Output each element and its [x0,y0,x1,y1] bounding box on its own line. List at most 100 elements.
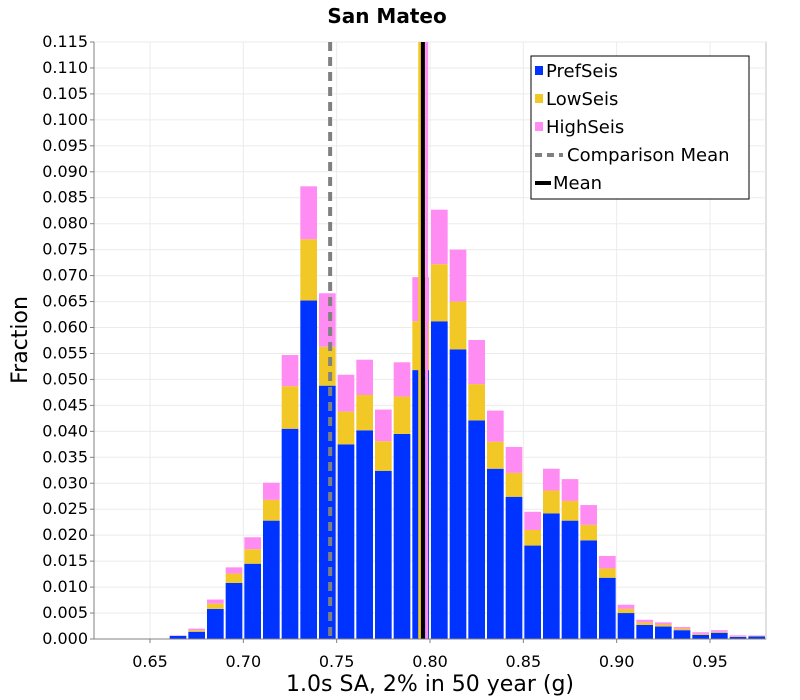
chart-title: San Mateo [327,4,446,28]
legend-label-highseis: HighSeis [546,117,624,138]
legend-label-mean: Mean [553,173,602,194]
bar-lowseis [505,472,523,497]
bar-lowseis [711,631,728,633]
bar-highseis [599,555,616,569]
bar-prefseis [319,385,336,639]
bar-highseis [375,409,392,442]
bar-lowseis [300,239,317,301]
x-tick-label: 0.85 [506,652,542,671]
bar-prefseis [393,433,411,639]
bar-prefseis [225,582,243,639]
y-tick-label: 0.105 [42,84,88,103]
bar-lowseis [337,411,355,445]
bar-prefseis [561,520,579,639]
x-tick-label: 0.65 [132,652,168,671]
bar-prefseis [673,630,691,639]
bar-lowseis [543,490,560,514]
bar-prefseis [580,540,597,639]
bar-lowseis [375,441,392,471]
y-tick-label: 0.110 [42,58,88,77]
bar-highseis [356,359,373,396]
bar-lowseis [468,384,485,421]
x-tick-label: 0.80 [412,652,448,671]
bar-lowseis [729,636,747,637]
bar-prefseis [263,520,280,639]
legend-swatch-prefseis [535,66,543,75]
bar-highseis [636,619,653,623]
bar-prefseis [617,613,635,639]
bar-highseis [673,627,691,629]
bar-prefseis [487,468,504,639]
legend-swatch-lowseis [535,94,543,103]
bar-prefseis [729,636,747,639]
y-tick-label: 0.065 [42,292,88,311]
bars-group [169,186,765,639]
bar-prefseis [748,636,765,639]
bar-prefseis [356,430,373,639]
bar-prefseis [300,300,317,639]
y-tick-label: 0.085 [42,188,88,207]
bar-lowseis [244,549,261,564]
bar-highseis [263,482,280,500]
bar-prefseis [655,626,672,639]
x-axis-label: 1.0s SA, 2% in 50 year (g) [286,672,574,697]
bar-highseis [711,630,728,632]
bar-highseis [169,635,187,636]
bar-prefseis [711,632,728,639]
bar-highseis [207,599,224,604]
bar-highseis [225,567,243,574]
bar-prefseis [636,624,653,639]
bar-highseis [748,635,765,636]
x-tick-label: 0.70 [226,652,262,671]
legend-label-lowseis: LowSeis [546,89,618,110]
bar-highseis [729,635,747,637]
bar-prefseis [244,563,261,639]
bar-lowseis [655,624,672,627]
y-tick-label: 0.005 [42,603,88,622]
bar-lowseis [524,529,541,546]
bar-highseis [468,339,485,385]
y-tick-label: 0.095 [42,136,88,155]
bar-highseis [692,632,709,634]
y-tick-label: 0.030 [42,473,88,492]
y-tick-label: 0.060 [42,318,88,337]
bar-lowseis [263,499,280,521]
bar-highseis [449,249,467,302]
bar-lowseis [617,608,635,614]
y-tick-label: 0.015 [42,551,88,570]
bar-prefseis [505,496,523,639]
bar-prefseis [599,577,616,639]
bar-highseis [431,209,448,265]
y-tick-label: 0.090 [42,162,88,181]
bar-lowseis [561,500,579,521]
bar-lowseis [207,603,224,609]
bar-prefseis [188,631,205,639]
y-tick-label: 0.020 [42,525,88,544]
bar-lowseis [431,264,448,322]
bar-lowseis [281,386,299,429]
x-tick-label: 0.95 [692,652,728,671]
y-tick-label: 0.050 [42,369,88,388]
y-tick-label: 0.010 [42,577,88,596]
bar-highseis [319,293,336,347]
bar-prefseis [169,635,187,639]
bar-prefseis [281,428,299,639]
bar-lowseis [319,346,336,386]
bar-lowseis [487,441,504,469]
bar-lowseis [393,396,411,434]
legend: PrefSeis LowSeis HighSeis Comparison Mea… [530,55,750,200]
y-tick-label: 0.070 [42,266,88,285]
bar-prefseis [524,545,541,639]
bar-prefseis [543,513,560,639]
y-tick-label: 0.035 [42,447,88,466]
y-tick-label: 0.100 [42,110,88,129]
y-axis-ticks: 0.000 0.005 0.010 0.015 0.020 0.025 0.030 0.035… [42,32,94,648]
bar-highseis [561,479,579,501]
x-axis-ticks: 0.65 0.70 0.75 0.80 0.85 0.90 0.95 [132,639,728,671]
mean-lines-group [328,42,429,639]
bar-lowseis [356,395,373,431]
x-tick-label: 0.75 [319,652,355,671]
y-tick-label: 0.040 [42,421,88,440]
y-tick-label: 0.115 [42,32,88,51]
bar-highseis [393,362,411,397]
